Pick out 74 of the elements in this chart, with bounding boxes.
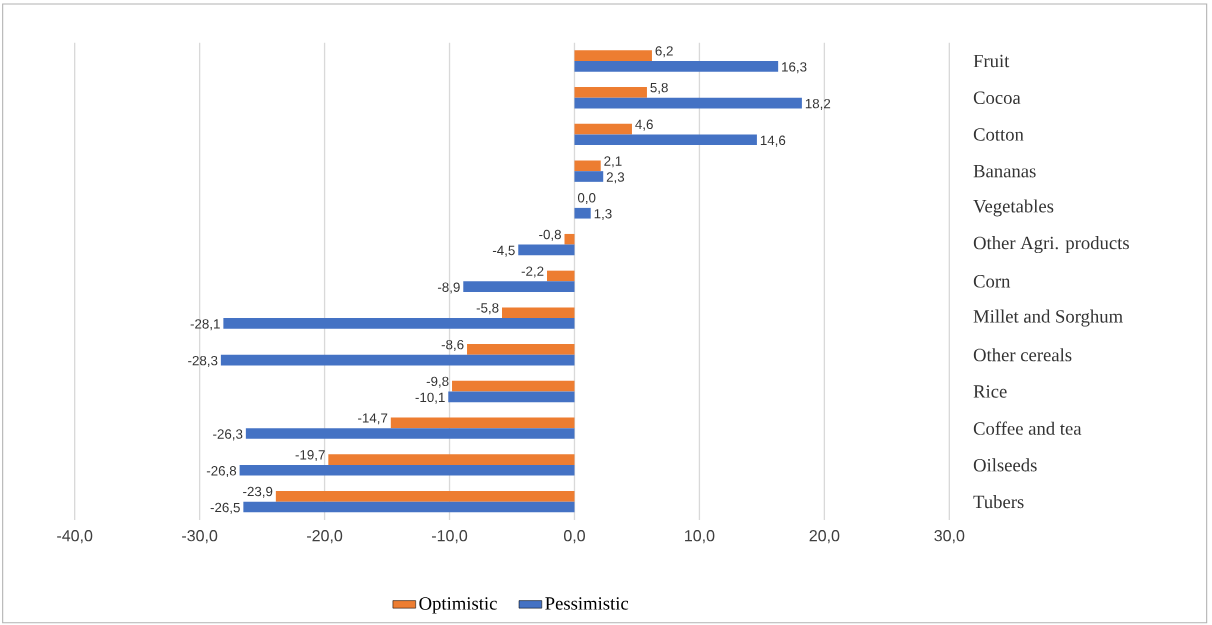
data-label: -10,1 bbox=[415, 392, 445, 404]
bar bbox=[574, 97, 802, 109]
y-tick-label: Other Agri. products bbox=[973, 235, 1129, 253]
y-tick-label: Corn bbox=[973, 274, 1011, 288]
x-tick-label: -10,0 bbox=[432, 529, 468, 544]
bar bbox=[245, 428, 575, 439]
bar bbox=[467, 343, 575, 355]
data-label: -9,8 bbox=[426, 376, 449, 388]
x-tick-label: 0,0 bbox=[563, 529, 585, 544]
data-label: -8,6 bbox=[441, 339, 464, 351]
x-tick-label: 20,0 bbox=[809, 529, 840, 544]
y-tick-label: Bananas bbox=[973, 164, 1036, 178]
bar bbox=[574, 50, 652, 61]
data-label: 4,6 bbox=[635, 119, 653, 131]
data-label: -19,7 bbox=[295, 449, 325, 461]
data-label: -14,7 bbox=[358, 413, 388, 425]
bar bbox=[243, 501, 575, 513]
legend-label: Optimistic bbox=[419, 597, 497, 614]
bar bbox=[448, 391, 575, 402]
bar bbox=[574, 86, 647, 98]
x-tick-label: 10,0 bbox=[685, 529, 715, 544]
y-tick-label: Fruit bbox=[973, 54, 1010, 68]
y-tick-label: Millet and Sorghum bbox=[973, 309, 1123, 327]
data-label: -23,9 bbox=[243, 486, 273, 498]
data-label: -28,1 bbox=[190, 319, 220, 331]
y-tick-label: Cocoa bbox=[973, 91, 1021, 104]
bar bbox=[463, 281, 575, 292]
data-label: 18,2 bbox=[805, 98, 831, 110]
data-label: -2,2 bbox=[521, 266, 544, 278]
bar bbox=[328, 454, 575, 465]
data-label: 1,3 bbox=[594, 208, 612, 220]
data-label: -26,3 bbox=[213, 429, 243, 441]
x-tick-label: 30,0 bbox=[934, 529, 965, 544]
bar bbox=[564, 233, 575, 245]
bar bbox=[223, 317, 575, 329]
data-label: 14,6 bbox=[760, 135, 786, 147]
data-label: 16,3 bbox=[782, 62, 807, 74]
bar bbox=[574, 123, 632, 135]
bar bbox=[502, 307, 575, 318]
data-label: 2,3 bbox=[606, 172, 625, 184]
bar bbox=[239, 464, 575, 476]
legend-label: Pessimistic bbox=[545, 597, 629, 610]
data-label: -26,8 bbox=[206, 465, 237, 477]
x-tick-label: -30,0 bbox=[182, 529, 218, 544]
bar bbox=[518, 244, 575, 256]
data-label: -5,8 bbox=[476, 303, 499, 315]
data-label: 6,2 bbox=[655, 46, 673, 58]
y-tick-label: Oilseeds bbox=[973, 458, 1037, 472]
x-tick-label: -20,0 bbox=[307, 529, 343, 544]
data-label: -0,8 bbox=[539, 229, 561, 241]
y-tick-label: Vegetables bbox=[973, 199, 1054, 217]
bar bbox=[574, 207, 591, 219]
y-tick-label: Tubers bbox=[973, 494, 1024, 509]
bar bbox=[390, 417, 575, 429]
bar bbox=[574, 160, 601, 172]
bar bbox=[574, 171, 604, 182]
bar bbox=[574, 134, 757, 145]
y-tick-label: Other cereals bbox=[973, 348, 1072, 362]
data-label: 0,0 bbox=[577, 192, 596, 204]
data-label: -26,5 bbox=[210, 502, 240, 514]
bar bbox=[220, 354, 575, 366]
data-label: -4,5 bbox=[492, 245, 515, 257]
y-tick-label: Cotton bbox=[973, 128, 1024, 141]
data-label: 5,8 bbox=[650, 82, 668, 94]
bar bbox=[275, 490, 575, 502]
data-label: 2,1 bbox=[604, 156, 622, 168]
data-label: -8,9 bbox=[437, 282, 460, 294]
y-tick-label: Coffee and tea bbox=[973, 421, 1082, 435]
data-label: -28,3 bbox=[188, 355, 218, 367]
x-tick-label: -40,0 bbox=[57, 529, 93, 544]
bar bbox=[452, 380, 575, 392]
bar bbox=[574, 60, 779, 72]
bar bbox=[546, 270, 575, 282]
y-tick-label: Rice bbox=[973, 385, 1007, 398]
